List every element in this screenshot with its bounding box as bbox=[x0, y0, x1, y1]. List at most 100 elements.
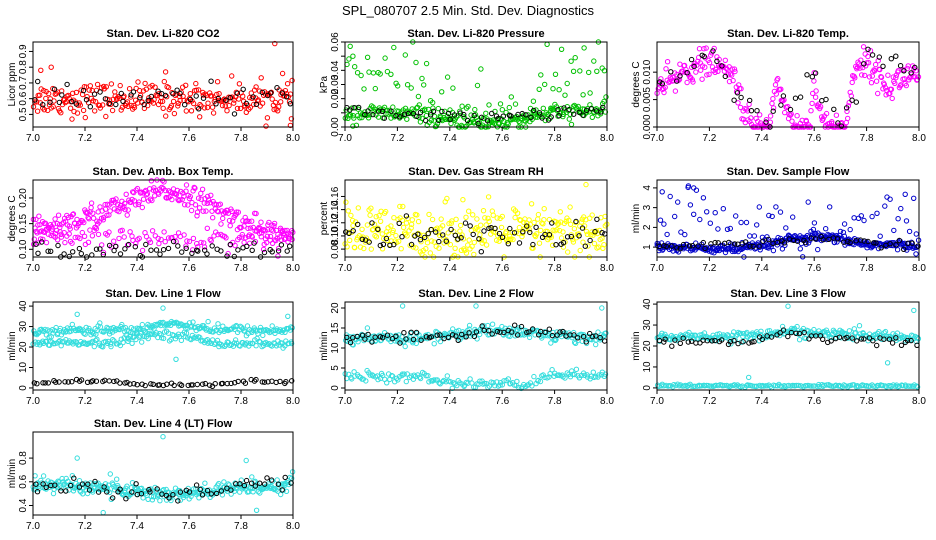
data-point bbox=[357, 244, 364, 250]
data-point bbox=[512, 101, 519, 107]
data-point bbox=[366, 239, 372, 245]
data-point bbox=[758, 328, 764, 334]
data-point bbox=[566, 106, 572, 113]
data-point bbox=[133, 187, 139, 193]
data-point bbox=[399, 371, 406, 377]
data-point bbox=[173, 238, 179, 245]
data-point bbox=[348, 212, 354, 219]
data-point bbox=[677, 340, 683, 346]
data-point bbox=[733, 213, 739, 219]
data-point bbox=[216, 480, 222, 487]
x-tick-label: 7.0 bbox=[26, 133, 40, 144]
data-point bbox=[218, 221, 224, 227]
data-point bbox=[107, 328, 113, 335]
y-tick-label: 30 bbox=[18, 321, 29, 333]
data-point bbox=[205, 340, 211, 346]
data-point bbox=[377, 107, 383, 113]
data-point bbox=[558, 105, 564, 112]
data-point bbox=[595, 329, 601, 335]
data-point bbox=[580, 239, 586, 245]
data-point bbox=[478, 249, 484, 255]
data-point bbox=[442, 108, 448, 115]
data-point bbox=[853, 384, 859, 390]
data-point bbox=[249, 247, 255, 254]
data-point bbox=[556, 113, 562, 119]
data-point bbox=[914, 384, 921, 390]
data-point bbox=[715, 68, 721, 75]
data-point bbox=[256, 88, 263, 94]
x-tick-label: 7.2 bbox=[390, 133, 404, 144]
data-point bbox=[216, 91, 222, 97]
data-point bbox=[558, 46, 565, 52]
data-point bbox=[150, 381, 156, 387]
data-point bbox=[135, 201, 142, 208]
data-point bbox=[861, 217, 867, 224]
data-point bbox=[531, 107, 537, 114]
data-point bbox=[81, 219, 87, 226]
panel-title: Stan. Dev. Line 2 Flow bbox=[418, 288, 534, 300]
data-point bbox=[877, 66, 883, 73]
data-point bbox=[429, 216, 436, 223]
data-point bbox=[258, 219, 264, 225]
data-point bbox=[188, 207, 195, 214]
data-point bbox=[91, 343, 98, 350]
y-axis-label: ml/min bbox=[631, 204, 642, 233]
data-point bbox=[261, 249, 268, 256]
data-point bbox=[479, 323, 485, 329]
outlier-point bbox=[160, 434, 166, 440]
data-point bbox=[84, 209, 91, 216]
data-point bbox=[495, 115, 501, 122]
data-point bbox=[700, 195, 707, 201]
data-point bbox=[901, 68, 907, 74]
data-point bbox=[232, 337, 239, 343]
data-point bbox=[87, 83, 94, 89]
data-point bbox=[177, 497, 184, 503]
data-point bbox=[780, 327, 787, 333]
data-point bbox=[398, 246, 404, 252]
data-point bbox=[215, 95, 222, 102]
data-point bbox=[690, 332, 696, 338]
data-point bbox=[793, 330, 799, 336]
data-point bbox=[580, 112, 586, 118]
data-point bbox=[709, 338, 715, 344]
data-point bbox=[697, 216, 703, 223]
data-point bbox=[101, 484, 107, 490]
data-point bbox=[913, 231, 919, 237]
data-point bbox=[514, 210, 521, 216]
data-point bbox=[736, 82, 742, 88]
data-point bbox=[779, 383, 785, 389]
data-point bbox=[182, 102, 188, 108]
data-point bbox=[208, 78, 214, 84]
data-point bbox=[859, 72, 865, 78]
data-point bbox=[106, 378, 113, 384]
data-point bbox=[224, 380, 231, 387]
data-point bbox=[192, 185, 198, 191]
data-point bbox=[88, 200, 95, 206]
data-point bbox=[382, 55, 388, 61]
data-point bbox=[915, 336, 922, 342]
data-point bbox=[570, 103, 576, 110]
data-point bbox=[58, 110, 64, 116]
data-point bbox=[486, 102, 492, 108]
data-point bbox=[196, 106, 202, 112]
data-point bbox=[500, 113, 506, 119]
data-point bbox=[888, 86, 895, 93]
data-point bbox=[600, 104, 606, 111]
data-point bbox=[103, 84, 110, 90]
data-point bbox=[401, 330, 407, 336]
data-point bbox=[46, 90, 52, 97]
data-point bbox=[88, 205, 94, 211]
data-point bbox=[56, 99, 63, 106]
data-point bbox=[747, 243, 753, 249]
data-point bbox=[864, 245, 870, 251]
x-tick-label: 7.6 bbox=[807, 263, 821, 274]
data-point bbox=[891, 227, 897, 234]
data-point bbox=[343, 199, 349, 205]
data-point bbox=[431, 377, 437, 383]
data-point bbox=[735, 340, 741, 347]
data-point bbox=[136, 199, 142, 205]
data-point bbox=[895, 216, 901, 222]
data-point bbox=[462, 220, 469, 226]
data-point bbox=[888, 56, 894, 62]
